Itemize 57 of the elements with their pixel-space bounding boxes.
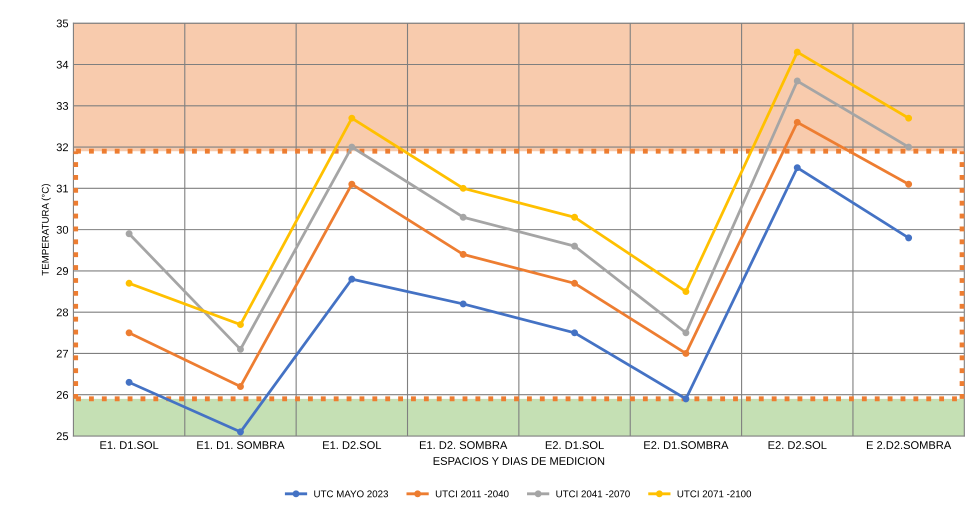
point — [794, 48, 801, 56]
point — [571, 214, 578, 221]
point — [682, 395, 690, 402]
legend-label: UTC MAYO 2023 — [314, 490, 388, 498]
y-tick-label: 27 — [56, 350, 68, 358]
point — [460, 300, 467, 308]
point — [460, 214, 467, 221]
y-axis-title: TEMPERATURA (°C) — [42, 184, 51, 276]
x-tick-label: E1. D2. SOMBRA — [420, 441, 508, 450]
point — [126, 280, 133, 287]
y-tick-label: 31 — [56, 184, 68, 192]
point — [571, 242, 578, 250]
y-tick-label: 34 — [56, 60, 68, 69]
point — [905, 234, 912, 242]
x-tick-label: E 2.D2.SOMBRA — [866, 441, 952, 450]
point — [236, 428, 244, 436]
y-tick-label: 35 — [56, 19, 68, 28]
point — [236, 383, 244, 390]
point — [905, 144, 912, 151]
point — [460, 250, 467, 258]
point — [905, 114, 912, 122]
legend-label: UTCI 2071 -2100 — [678, 490, 752, 498]
x-tick-label: E1. D1.SOL — [100, 441, 158, 450]
point — [460, 184, 467, 192]
point — [682, 329, 690, 336]
y-tick-label: 28 — [56, 308, 68, 316]
point — [348, 276, 356, 283]
y-tick-label: 29 — [56, 267, 68, 276]
point — [794, 78, 801, 84]
point — [682, 288, 690, 296]
x-tick-label: E1. D1. SOMBRA — [197, 441, 285, 450]
legend-label: UTCI 2041 -2070 — [556, 490, 630, 498]
point — [794, 164, 801, 172]
x-tick-label: E2. D1.SOMBRA — [644, 441, 728, 450]
legend-label: UTCI 2011 -2040 — [436, 490, 509, 498]
point — [236, 321, 244, 328]
y-tick-label: 30 — [56, 226, 68, 234]
point — [571, 329, 578, 336]
point — [348, 114, 356, 122]
point — [126, 378, 133, 386]
y-tick-label: 32 — [56, 143, 68, 152]
point — [126, 230, 133, 238]
y-tick-label: 33 — [56, 102, 68, 110]
point — [126, 329, 133, 336]
x-tick-label: E1. D2.SOL — [323, 441, 382, 450]
point — [905, 180, 912, 188]
x-axis-title: ESPACIOS Y DIAS DE MEDICION — [434, 457, 604, 465]
point — [794, 118, 801, 126]
point — [348, 180, 356, 188]
point — [236, 346, 244, 353]
y-tick-label: 26 — [56, 391, 68, 399]
x-tick-label: E2. D2.SOL — [768, 441, 827, 450]
y-tick-label: 25 — [56, 432, 68, 440]
point — [348, 144, 356, 151]
x-tick-label: E2. D1.SOL — [546, 441, 604, 450]
point — [571, 280, 578, 287]
point — [682, 350, 690, 357]
